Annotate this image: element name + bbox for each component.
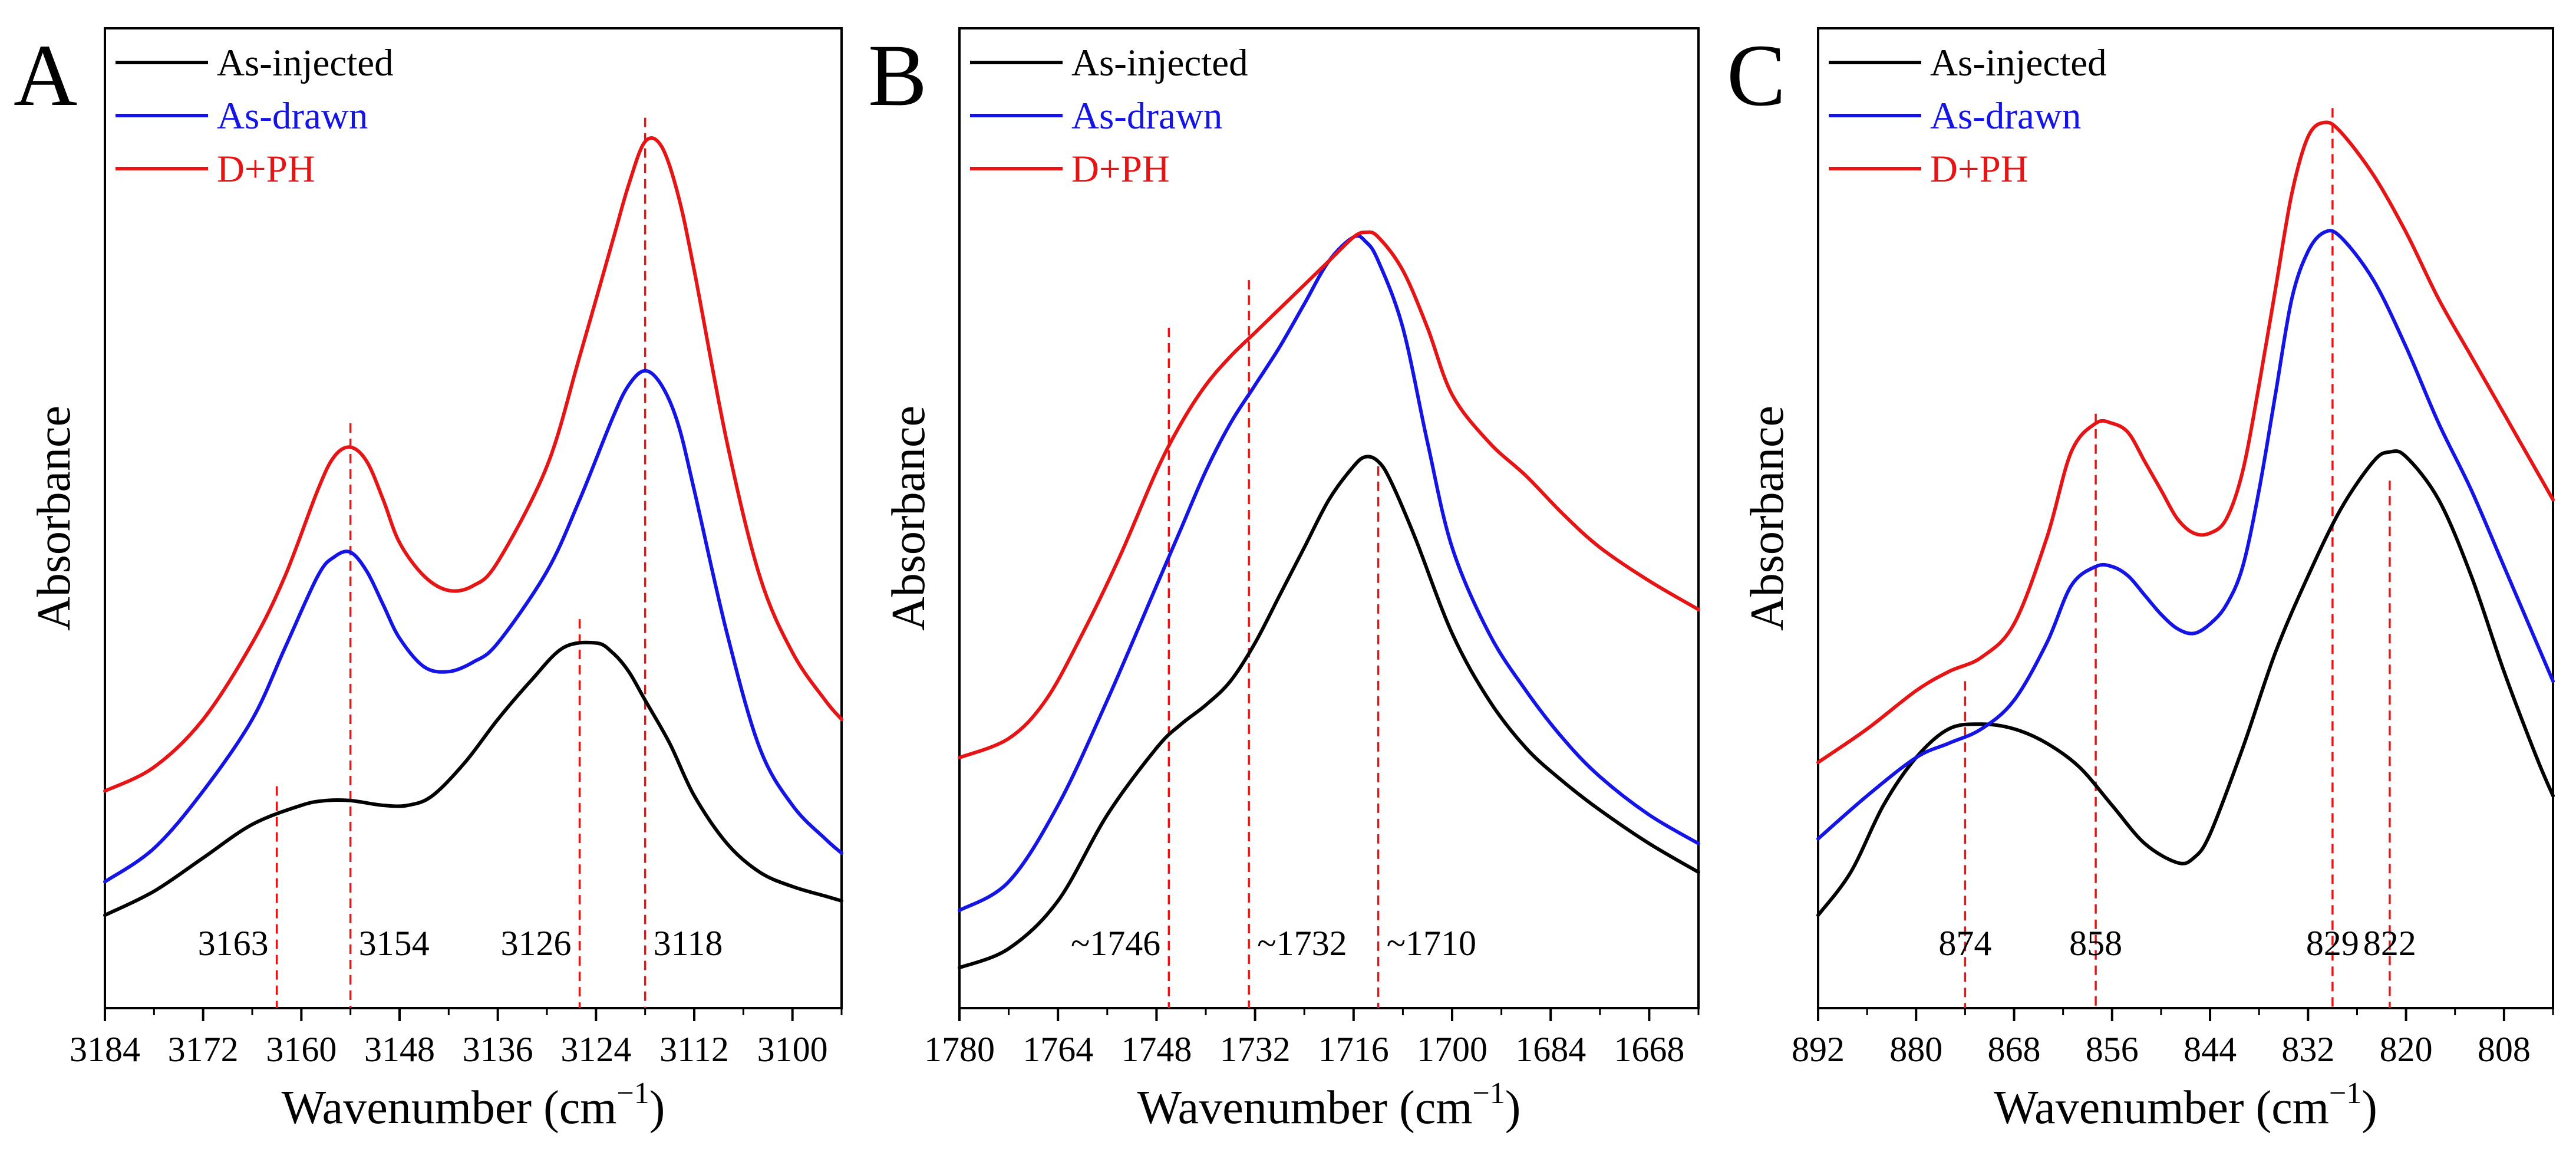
peak-label: ~1746 [1071,924,1160,963]
panel-label: B [868,27,927,124]
legend-label: D+PH [217,148,315,190]
plot-frame [958,27,1700,1009]
x-tick-label: 3160 [266,1030,337,1069]
peak-label: 3118 [654,924,723,963]
x-axis-label: Wavenumber (cm−1) [1994,1077,2377,1134]
x-axis-label-text: Wavenumber (cm [282,1082,617,1134]
panel-label: C [1727,27,1786,124]
x-tick-label: 1684 [1515,1030,1586,1069]
peak-label: 874 [1938,924,1991,963]
x-tick-label: 880 [1889,1030,1942,1069]
x-tick-label: 892 [1792,1030,1845,1069]
x-tick-label: 1780 [924,1030,995,1069]
peak-label: ~1710 [1387,924,1476,963]
x-axis-label-close: ) [1505,1082,1521,1134]
series-line-as-drawn [1816,229,2555,841]
legend-label: As-injected [1071,42,1248,84]
peak-label: 3163 [198,924,269,963]
peak-label: 3126 [501,924,572,963]
y-axis-label: Absorbance [1741,406,1793,631]
series-line-as-injected [1816,449,2555,917]
x-axis-label: Wavenumber (cm−1) [1137,1077,1521,1134]
legend-label: As-injected [217,42,394,84]
panel-c: C Absorbance 892 880 868 856 844 832 820 808 Waven… [1727,27,2555,1134]
x-axis-label-exponent: −1 [616,1077,649,1110]
series-line-d-ph [103,136,843,793]
x-tick-label: 1732 [1220,1030,1291,1069]
legend-label: As-drawn [1071,95,1222,137]
x-axis-label-text: Wavenumber (cm [1994,1082,2329,1134]
peak-label: 3154 [359,924,430,963]
legend-label: As-drawn [1930,95,2081,137]
x-tick-label: 1716 [1318,1030,1389,1069]
legend-label: As-injected [1930,42,2107,84]
plot-frame [1817,27,2554,1009]
x-tick-label: 1668 [1614,1030,1684,1069]
legend-label: D+PH [1930,148,2029,190]
y-axis-label: Absorbance [883,406,935,631]
x-tick-label: 3148 [364,1030,435,1069]
x-axis-label-close: ) [2361,1082,2377,1134]
x-tick-label: 3136 [463,1030,533,1069]
peak-label: 822 [2363,924,2416,963]
y-axis-label: Absorbance [28,406,80,631]
legend-label: As-drawn [217,95,368,137]
x-tick-label: 844 [2184,1030,2237,1069]
x-tick-label: 3112 [659,1030,729,1069]
x-axis-label-close: ) [649,1082,665,1134]
x-tick-label: 820 [2380,1030,2433,1069]
x-tick-label: 856 [2086,1030,2139,1069]
x-tick-label: 1700 [1417,1030,1487,1069]
x-tick-label: 1764 [1023,1030,1093,1069]
panel-a: A Absorbance 3184 3172 3160 3148 3136 3124 3112 3… [14,27,843,1134]
legend-label: D+PH [1071,148,1170,190]
x-axis-label: Wavenumber (cm−1) [282,1077,665,1134]
panel-label: A [14,27,77,124]
peak-label: ~1732 [1257,924,1347,963]
x-tick-label: 832 [2281,1030,2334,1069]
panel-b: B Absorbance 1780 1764 1748 1732 1716 1700 1684 1… [868,27,1700,1134]
x-axis-label-exponent: −1 [2329,1077,2361,1110]
series-line-d-ph [1816,120,2555,765]
peak-label: 858 [2069,924,2122,963]
series-line-as-drawn [103,368,843,884]
x-tick-label: 3124 [560,1030,631,1069]
x-axis-label-text: Wavenumber (cm [1137,1082,1473,1134]
series-line-as-drawn [958,234,1700,913]
series-line-as-injected [958,455,1700,970]
plot-frame [104,27,843,1009]
x-tick-label: 3100 [757,1030,828,1069]
x-tick-label: 1748 [1121,1030,1192,1069]
x-tick-label: 3172 [168,1030,239,1069]
x-tick-label: 808 [2478,1030,2531,1069]
x-tick-label: 868 [1988,1030,2041,1069]
x-tick-label: 3184 [70,1030,140,1069]
series-line-as-injected [103,640,843,917]
peak-label: 829 [2306,924,2359,963]
x-axis-label-exponent: −1 [1472,1077,1505,1110]
series-line-d-ph [958,230,1700,759]
